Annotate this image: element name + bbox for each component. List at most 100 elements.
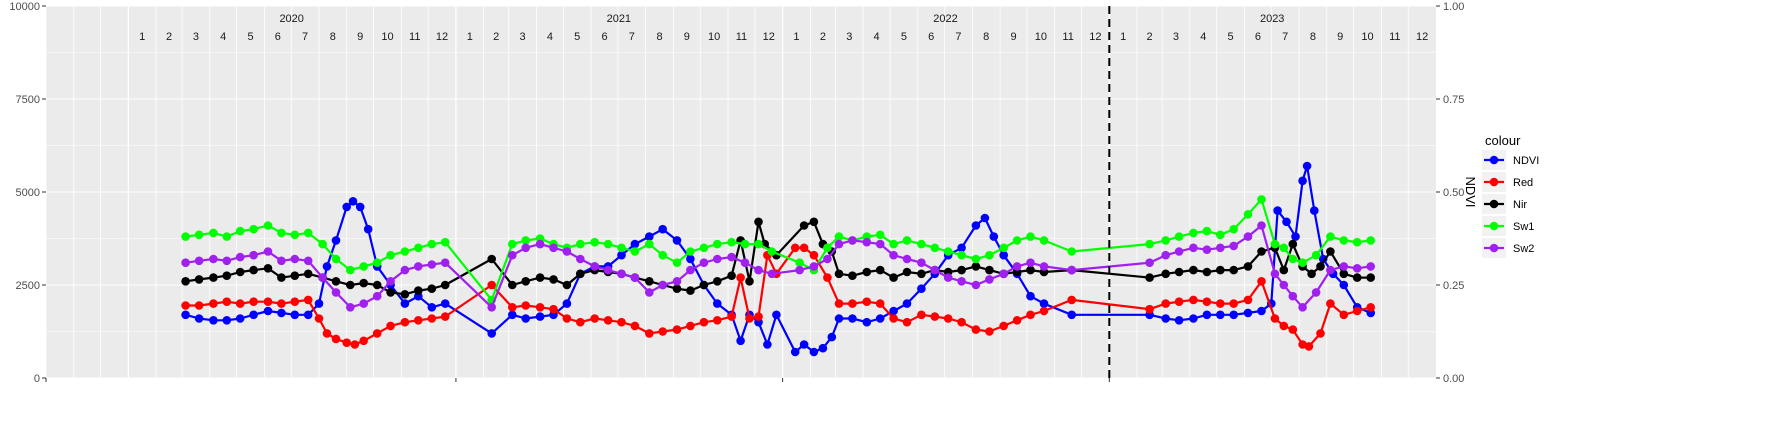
data-point <box>440 299 450 308</box>
month-label: 8 <box>656 31 662 43</box>
data-point <box>617 243 626 253</box>
data-point <box>222 316 232 325</box>
data-point <box>1216 299 1225 308</box>
data-point <box>672 325 682 334</box>
data-point <box>889 250 898 260</box>
data-point <box>658 327 667 336</box>
data-point <box>1202 310 1212 320</box>
data-point <box>989 232 999 241</box>
month-label: 5 <box>1228 31 1234 43</box>
data-point <box>1326 265 1335 275</box>
data-point <box>727 237 736 247</box>
data-point <box>277 273 286 282</box>
month-label: 12 <box>436 31 448 43</box>
data-point <box>521 301 530 310</box>
data-point <box>290 310 300 320</box>
legend: colour NDVI Red Nir Sw1 Sw2 <box>1482 133 1539 258</box>
data-point <box>930 312 940 321</box>
data-point <box>1270 269 1280 279</box>
y-tick-label: 0 <box>34 373 40 385</box>
legend-key-point <box>1489 177 1499 187</box>
data-point <box>658 224 667 234</box>
data-point <box>875 230 885 240</box>
data-point <box>549 275 558 284</box>
data-point <box>249 265 258 275</box>
data-point <box>1339 269 1349 279</box>
data-point <box>249 297 258 307</box>
data-point <box>331 254 341 264</box>
month-label: 1 <box>1120 31 1126 43</box>
data-point <box>346 303 355 312</box>
data-point <box>754 265 763 275</box>
data-point <box>1026 232 1035 241</box>
data-point <box>1304 342 1314 351</box>
data-point <box>630 247 640 256</box>
series-layer <box>181 161 1375 357</box>
data-point <box>249 224 258 234</box>
data-point <box>521 277 530 286</box>
y2-tick-label: 0.00 <box>1443 373 1464 385</box>
data-point <box>562 314 572 323</box>
legend-key-point <box>1489 221 1499 231</box>
data-point <box>350 340 360 349</box>
data-point <box>427 284 437 294</box>
data-point <box>209 299 218 308</box>
data-point <box>809 262 819 271</box>
data-point <box>603 239 613 249</box>
legend-label: Red <box>1513 177 1533 189</box>
data-point <box>372 280 382 290</box>
month-label: 12 <box>763 31 775 43</box>
data-point <box>971 325 981 334</box>
data-point <box>1257 195 1266 204</box>
data-point <box>277 299 286 308</box>
data-point <box>1012 262 1022 271</box>
data-point <box>314 314 324 323</box>
data-point <box>763 340 772 349</box>
month-label: 4 <box>874 31 880 43</box>
data-point <box>1161 269 1170 279</box>
data-point <box>1298 258 1307 268</box>
data-point <box>318 239 327 249</box>
data-point <box>249 250 258 260</box>
data-point <box>686 247 695 256</box>
data-point <box>686 286 695 295</box>
data-point <box>834 299 844 308</box>
legend-item-red: Red <box>1482 172 1533 192</box>
month-label: 3 <box>520 31 526 43</box>
month-label: 6 <box>601 31 607 43</box>
data-point <box>277 228 286 238</box>
data-point <box>440 312 450 321</box>
data-point <box>999 269 1008 279</box>
data-point <box>1243 210 1253 219</box>
legend-label: Nir <box>1513 199 1527 211</box>
data-point <box>414 262 423 271</box>
data-point <box>772 310 781 320</box>
y-tick-label: 2500 <box>16 280 40 292</box>
data-point <box>235 226 245 236</box>
data-point <box>1039 306 1049 316</box>
data-point <box>902 254 912 264</box>
month-label: 1 <box>467 31 473 43</box>
data-point <box>727 312 736 321</box>
data-point <box>999 321 1008 331</box>
month-label: 8 <box>983 31 989 43</box>
data-point <box>194 275 204 284</box>
data-point <box>263 221 273 230</box>
data-point <box>303 295 313 305</box>
data-point <box>263 264 273 273</box>
month-label: 8 <box>1310 31 1316 43</box>
data-point <box>562 280 572 290</box>
data-point <box>943 247 953 256</box>
data-point <box>930 243 940 253</box>
data-point <box>400 247 410 256</box>
series-nir <box>181 217 1375 299</box>
data-point <box>1067 265 1076 275</box>
data-point <box>303 269 313 279</box>
data-point <box>1189 265 1198 275</box>
data-point <box>834 232 844 241</box>
month-label: 9 <box>357 31 363 43</box>
data-point <box>767 269 777 279</box>
data-point <box>1026 291 1035 301</box>
month-label: 7 <box>629 31 635 43</box>
